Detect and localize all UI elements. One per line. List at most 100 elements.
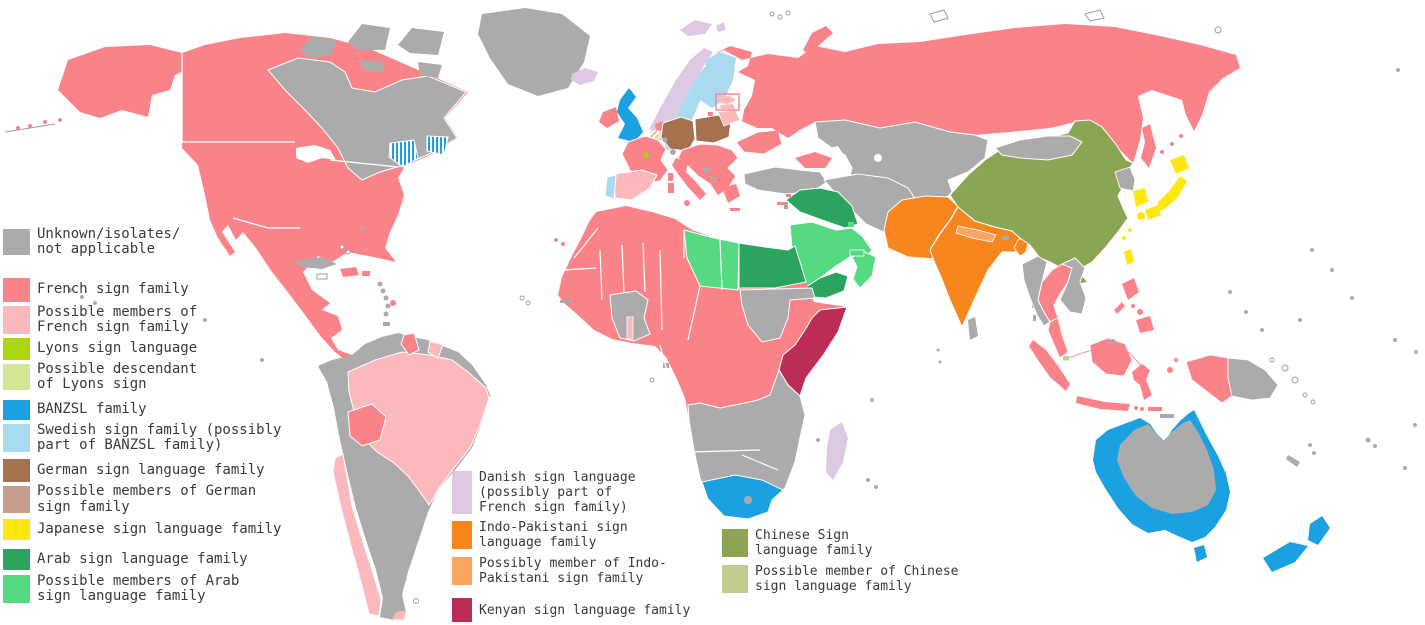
region-middle-east <box>784 187 877 299</box>
legend-label: Possible member of Chinese sign language… <box>755 564 959 594</box>
region-burkina-ghana <box>609 290 651 342</box>
region-bolivia <box>347 403 387 447</box>
region-papua-new-guinea <box>1227 357 1279 401</box>
region-sakhalin <box>1141 124 1156 168</box>
region-east-asia <box>949 119 1189 285</box>
region-cuba <box>295 257 337 269</box>
legend-item-japanese: Japanese sign language family <box>3 518 313 541</box>
region-southeast-asia <box>1021 255 1316 418</box>
legend-swatch-german-possible <box>3 486 30 513</box>
region-south-america <box>203 318 490 620</box>
region-europe <box>599 20 785 211</box>
region-north-america <box>4 8 598 362</box>
region-greenland <box>478 8 590 96</box>
legend-item-chinese-possible: Possible member of Chinese sign language… <box>722 564 982 594</box>
legend-label: BANZSL family <box>37 401 147 418</box>
legend-label: Possibly member of Indo- Pakistani sign … <box>479 556 667 586</box>
legend-swatch-german <box>3 459 30 482</box>
region-denmark <box>666 90 680 104</box>
africa-borders <box>563 227 779 471</box>
legend-item-french-possible: Possible members of French sign family <box>3 303 313 335</box>
legend-item-lyons-possible: Possible descendant of Lyons sign <box>3 360 313 392</box>
legend-item-kenyan: Kenyan sign language family <box>452 597 712 623</box>
legend-middle: Danish sign language (possibly part of F… <box>452 470 712 623</box>
legend-swatch-swedish <box>3 424 30 452</box>
region-borneo <box>1089 337 1133 377</box>
region-guyana <box>400 332 420 356</box>
legend-swatch-french <box>3 278 30 302</box>
region-pakistan <box>883 195 959 260</box>
region-belgium <box>649 130 660 139</box>
legend-label: Swedish sign family (possibly part of BA… <box>37 421 282 453</box>
legend-item-unknown: Unknown/isolates/ not applicable <box>3 225 313 257</box>
region-alaska <box>58 45 182 118</box>
legend-label: French sign family <box>37 281 189 298</box>
legend-label: Kenyan sign language family <box>479 602 691 618</box>
legend-swatch-unknown <box>3 229 30 255</box>
region-finland <box>700 52 736 108</box>
region-novaya-zemlya <box>803 26 833 58</box>
region-svalbard <box>680 20 712 36</box>
legend-swatch-arab <box>3 549 30 570</box>
legend-swatch-danish <box>452 471 472 514</box>
legend-label: Unknown/isolates/ not applicable <box>37 225 181 257</box>
legend-item-indo-pakistani: Indo-Pakistani sign language family <box>452 520 712 550</box>
region-thailand-laos <box>1037 263 1073 323</box>
region-japan-hokkaido <box>1170 155 1189 174</box>
region-sudan <box>739 287 816 343</box>
region-south-africa <box>701 474 784 520</box>
region-turkey <box>743 166 828 195</box>
region-north-korea <box>1114 166 1136 192</box>
region-oman <box>851 251 877 289</box>
legend-item-german: German sign language family <box>3 458 313 483</box>
region-lyons-dot <box>644 153 649 158</box>
region-africa <box>519 206 878 520</box>
region-taiwan <box>1124 249 1134 265</box>
legend-swatch-japanese <box>3 519 30 540</box>
region-hispaniola <box>340 267 359 277</box>
region-sulawesi <box>1132 364 1152 400</box>
region-china <box>949 119 1134 285</box>
region-caucasus <box>795 152 832 168</box>
region-australia-outback <box>1117 420 1216 514</box>
legend-right: Chinese Sign language family Possible me… <box>722 528 982 594</box>
legend-swatch-kenyan <box>452 598 472 622</box>
legend-label: Indo-Pakistani sign language family <box>479 520 628 550</box>
region-spain <box>613 169 658 201</box>
legend-swatch-french-possible <box>3 306 30 334</box>
region-south-korea <box>1133 188 1148 207</box>
region-madagascar <box>826 422 848 480</box>
legend-label: Danish sign language (possibly part of F… <box>479 470 636 515</box>
legend-label: Possible descendant of Lyons sign <box>37 360 198 392</box>
region-germany <box>660 116 696 152</box>
legend-label: Arab sign language family <box>37 550 248 567</box>
legend-item-banzsl: BANZSL family <box>3 399 313 421</box>
legend-label: Possible members of Arab sign language f… <box>37 572 240 604</box>
region-chile <box>332 453 382 617</box>
legend-item-lyons: Lyons sign language <box>3 337 313 361</box>
legend-swatch-lyons <box>3 338 30 360</box>
great-lakes <box>296 145 336 163</box>
legend-label: Possible members of French sign family <box>37 303 198 335</box>
region-malaysia <box>1047 317 1069 359</box>
na-borders <box>181 53 399 229</box>
legend-left: Unknown/isolates/ not applicable French … <box>3 225 313 604</box>
legend-swatch-indo-pakistani <box>452 521 472 549</box>
region-egypt <box>738 242 807 289</box>
baltic-callout-box <box>715 93 740 111</box>
legend-swatch-banzsl <box>3 400 30 420</box>
region-vietnam-cambodia <box>1059 257 1087 315</box>
legend-item-chinese: Chinese Sign language family <box>722 528 982 558</box>
region-sumatra <box>1029 340 1070 391</box>
region-japan-honshu <box>1158 176 1187 212</box>
region-portugal <box>604 174 617 200</box>
region-oceania <box>1093 68 1418 572</box>
region-maritimes <box>388 139 419 168</box>
legend-label: Possible members of German sign family <box>37 483 257 515</box>
region-java <box>1076 396 1130 411</box>
legend-item-danish: Danish sign language (possibly part of F… <box>452 470 712 515</box>
legend-item-german-possible: Possible members of German sign family <box>3 483 313 515</box>
region-libya <box>683 229 740 291</box>
